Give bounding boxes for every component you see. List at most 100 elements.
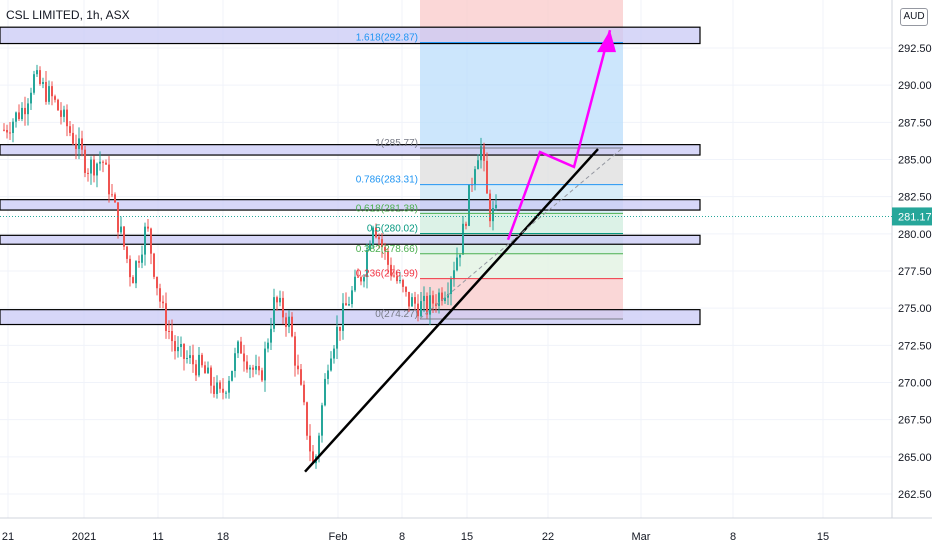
candle-body [417, 303, 419, 317]
candle-body [387, 251, 389, 265]
candle-body [207, 367, 209, 374]
candle-body [360, 277, 362, 282]
candle-body [264, 348, 266, 381]
candle-body [426, 295, 428, 315]
candle-body [117, 202, 119, 233]
candle-body [204, 365, 206, 374]
candle-body [48, 86, 50, 102]
candle-body [462, 223, 464, 255]
candle-body [102, 161, 104, 163]
candle-body [375, 227, 377, 238]
last-price-label: 281.17 [898, 211, 932, 223]
candle-body [267, 342, 269, 349]
candle-body [93, 159, 95, 176]
candle-body [171, 331, 173, 342]
candle-body [306, 402, 308, 436]
fib-level-label: 0.786(283.31) [356, 175, 418, 186]
candle-body [333, 348, 335, 359]
fib-level-label: 1.618(292.87) [356, 32, 418, 43]
candle-body [69, 126, 71, 133]
candle-body [456, 257, 458, 271]
time-tick-label: 8 [399, 531, 405, 543]
candle-body [159, 288, 161, 302]
candle-body [327, 370, 329, 379]
candle-body [213, 385, 215, 394]
candle-body [249, 367, 251, 370]
time-tick-label: 2021 [72, 531, 96, 543]
price-tick-label: 275.00 [898, 303, 932, 315]
projection-line [506, 29, 612, 241]
chart-title: CSL LIMITED, 1h, ASX [6, 8, 130, 22]
trendlines [304, 147, 624, 473]
candle-body [87, 172, 89, 174]
fib-level-label: 0.382(278.66) [356, 244, 418, 255]
time-tick-label: 11 [152, 531, 163, 543]
candle-body [78, 138, 80, 149]
fib-level-label: 0.236(276.99) [356, 269, 418, 280]
currency-badge[interactable]: AUD [900, 8, 928, 26]
candle-body [297, 365, 299, 370]
candle-body [420, 301, 422, 317]
candle-body [99, 161, 101, 164]
candle-body [285, 317, 287, 327]
candle-body [3, 129, 5, 131]
candle-body [423, 295, 425, 302]
candle-body [444, 297, 446, 302]
candle-body [141, 254, 143, 263]
candle-body [366, 249, 368, 278]
candle-body [39, 70, 41, 84]
candle-body [27, 103, 29, 115]
candle-body [84, 149, 86, 173]
candle-body [162, 301, 164, 304]
candle-body [225, 392, 227, 394]
candle-body [453, 270, 455, 280]
price-tick-label: 285.00 [898, 155, 932, 167]
candle-body [189, 355, 191, 358]
sr-zone [0, 26, 701, 45]
candle-body [390, 264, 392, 276]
candle-body [414, 297, 416, 304]
candle-body [324, 378, 326, 406]
candle-body [438, 292, 440, 306]
candle-body [432, 295, 434, 304]
last-price-badge [892, 207, 932, 226]
candle-body [411, 297, 413, 307]
candle-body [198, 354, 200, 376]
candle-body [381, 239, 383, 248]
candle-body [483, 146, 485, 161]
candle-body [318, 435, 320, 457]
candle-body [363, 277, 365, 282]
sr-zone [0, 309, 701, 326]
sr-zone [0, 144, 701, 156]
trendline [419, 147, 624, 319]
candle-body [294, 336, 296, 366]
candle-body [72, 132, 74, 144]
candle-body [33, 74, 35, 93]
candle-body [468, 184, 470, 226]
candle-body [126, 246, 128, 259]
candle-body [273, 297, 275, 329]
candle-body [357, 276, 359, 278]
candle-body [147, 226, 149, 229]
candle-body [228, 380, 230, 393]
candle-body [465, 223, 467, 226]
sr-zone [0, 234, 701, 245]
fib-level-label: 0.5(280.02) [367, 224, 418, 235]
candle-body [90, 159, 92, 174]
candle-body [138, 261, 140, 263]
fib-band [420, 253, 623, 279]
candle-body [402, 280, 404, 287]
candle-body [210, 367, 212, 386]
time-tick-label: Mar [632, 531, 651, 543]
time-tick-label: 21 [2, 531, 14, 543]
sr-zone [0, 199, 701, 211]
candle-body [474, 169, 476, 185]
candle-body [66, 109, 68, 127]
candle-body [393, 275, 395, 277]
candle-body [261, 370, 263, 381]
candle-body [378, 237, 380, 240]
price-tick-label: 262.50 [898, 489, 932, 501]
support-resistance-zones [0, 26, 701, 326]
candle-body [201, 354, 203, 366]
